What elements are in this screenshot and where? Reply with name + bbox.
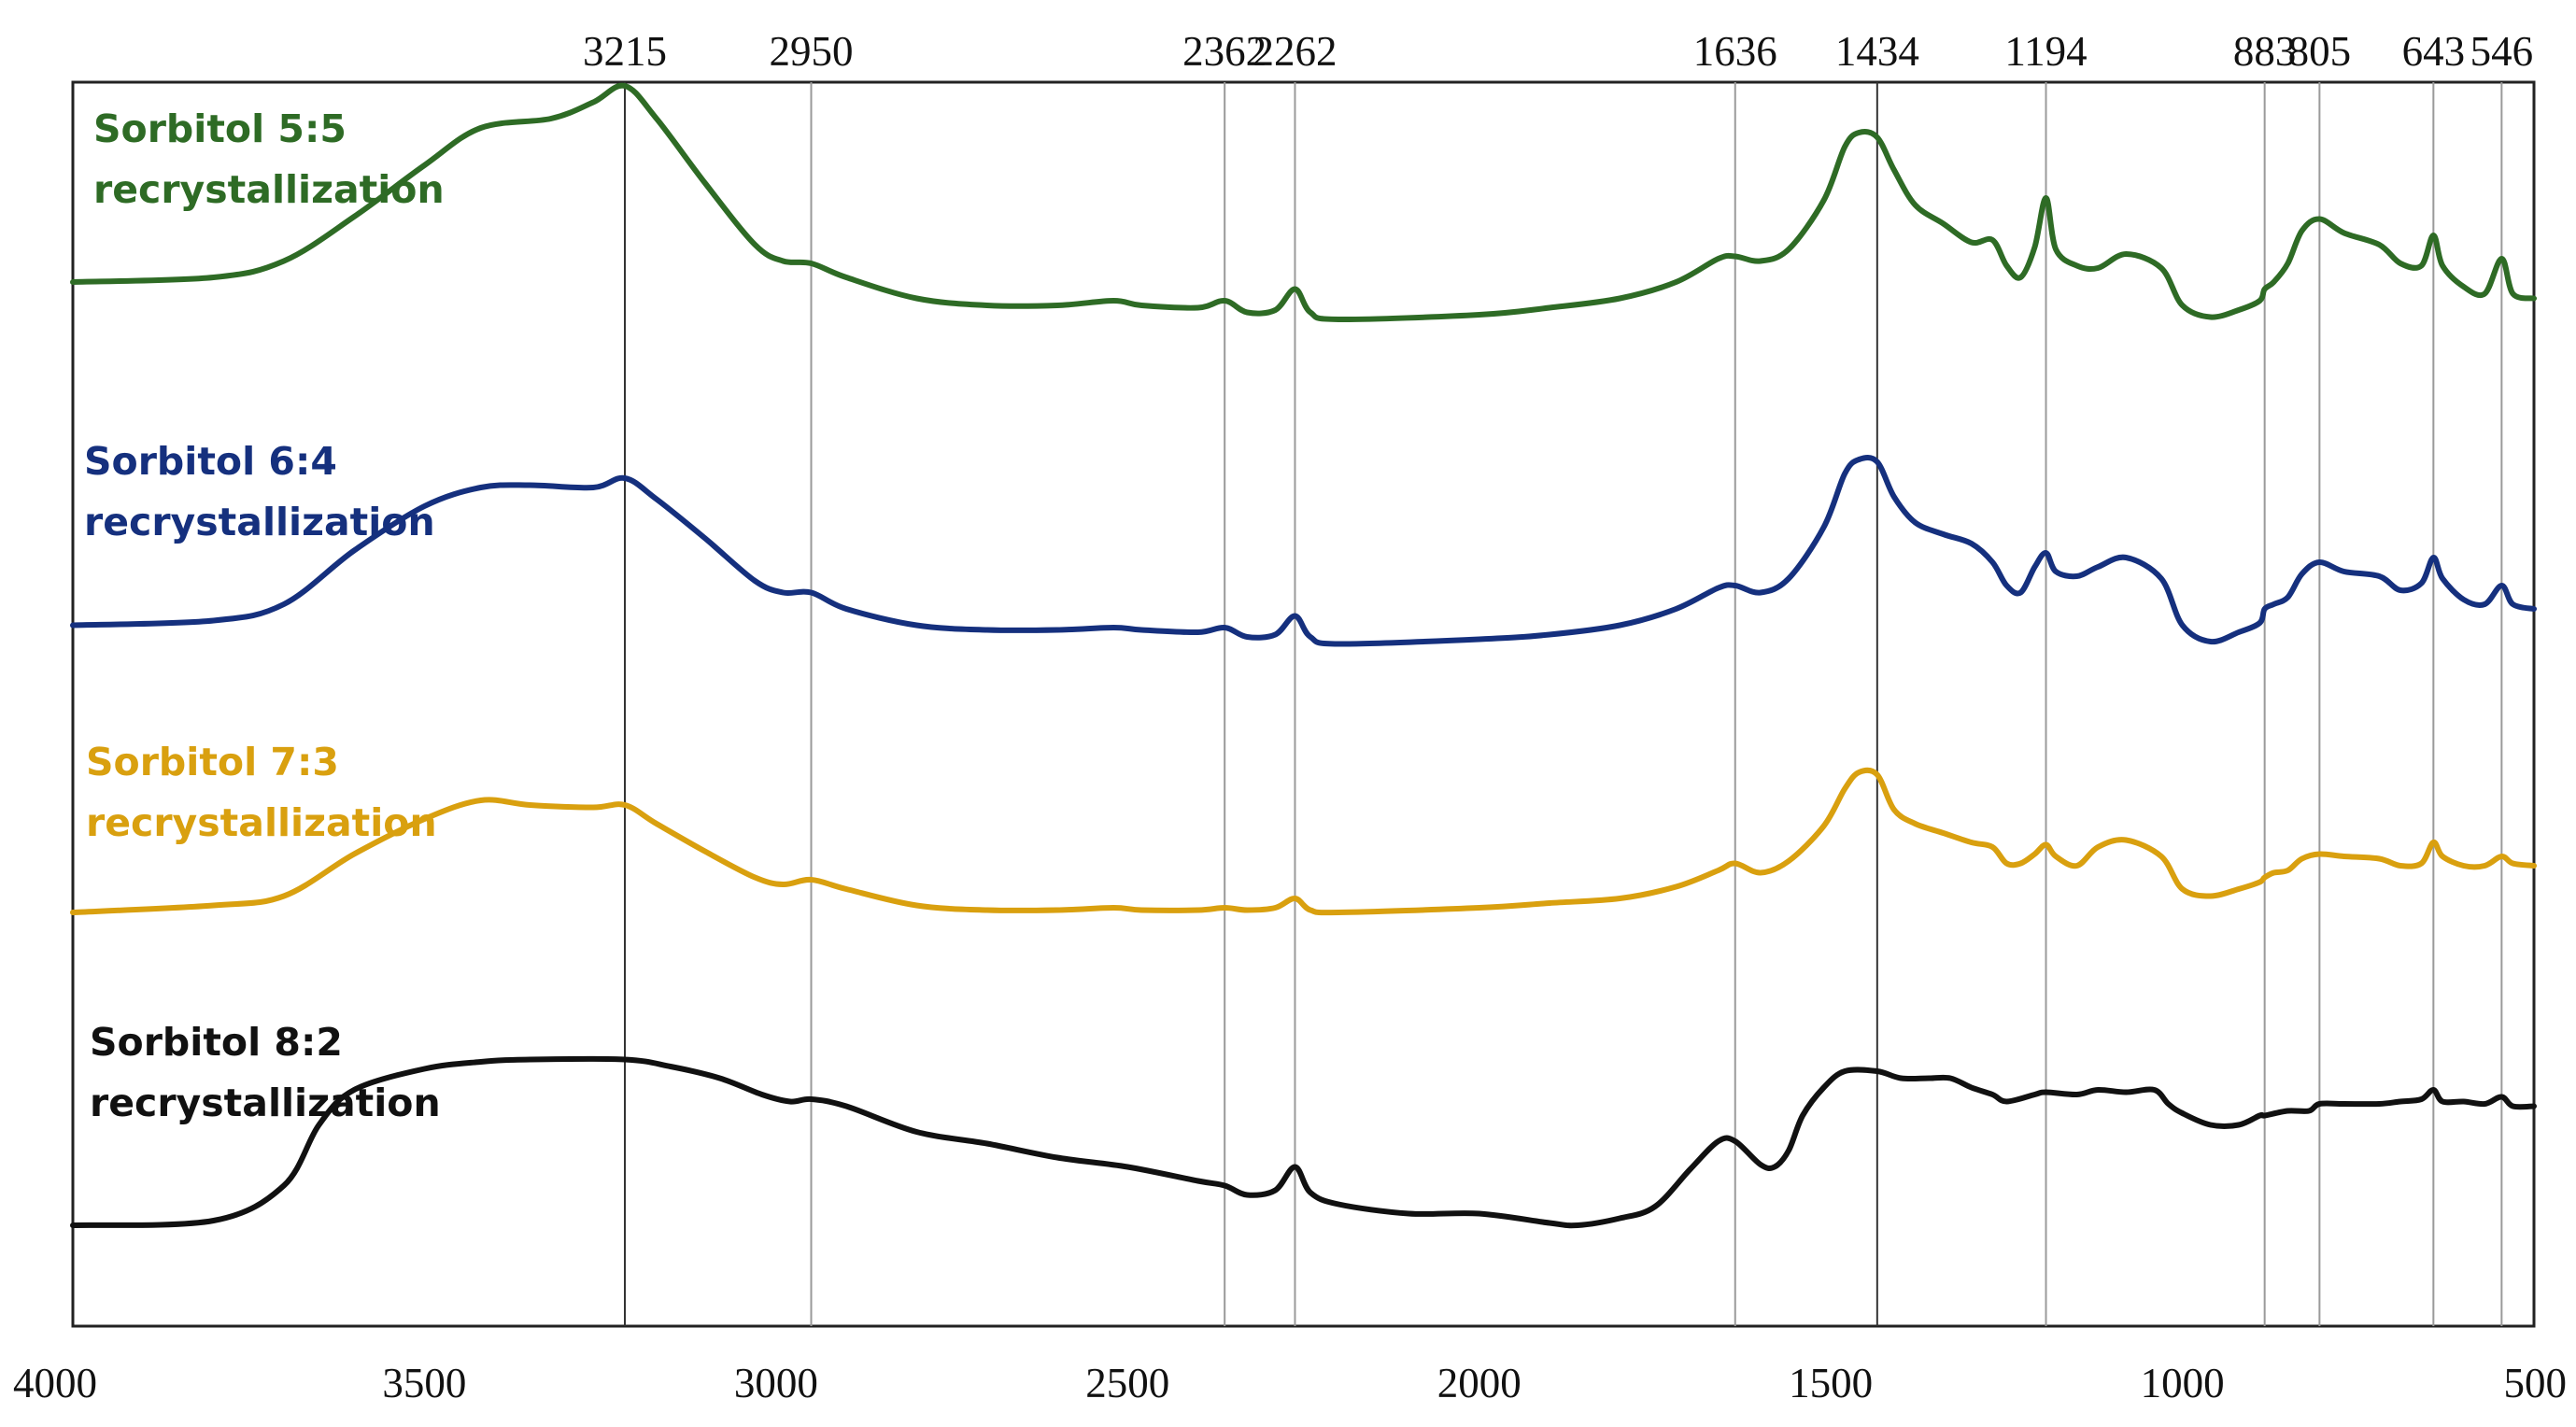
x-tick-label-3000: 3000 [734,1360,818,1406]
x-tick-label-2000: 2000 [1437,1360,1522,1406]
peak-label-1434: 1434 [1835,28,1919,75]
x-axis-tick-labels: 4000 3500 3000 2500 2000 1500 1000 500 [13,1360,2567,1406]
series-label-2-line-2: recrystallization [84,500,435,544]
spectrum-line-4 [70,1055,2537,1229]
peak-label-2262: 2262 [1253,28,1337,75]
x-tick-label-4000: 4000 [13,1360,97,1406]
peak-label-2362: 2362 [1182,28,1267,75]
spectrum-line-1 [70,82,2537,323]
series-labels: Sorbitol 5:5 recrystallization Sorbitol 6:… [84,106,445,1125]
peak-label-1636: 1636 [1693,28,1777,75]
peak-label-546: 546 [2470,28,2534,75]
peak-label-805: 805 [2288,28,2352,75]
series-label-2-line-1: Sorbitol 6:4 [84,439,337,484]
series-label-3-line-2: recrystallization [86,800,437,845]
x-tick-label-3500: 3500 [382,1360,466,1406]
peak-label-883: 883 [2233,28,2297,75]
x-tick-label-1500: 1500 [1789,1360,1873,1406]
x-tick-label-2500: 2500 [1085,1360,1169,1406]
x-tick-label-500: 500 [2504,1360,2568,1406]
x-tick-label-1000: 1000 [2141,1360,2225,1406]
series-label-4-line-2: recrystallization [90,1081,441,1125]
peak-label-3215: 3215 [583,28,667,75]
spectrum-line-3 [70,767,2537,916]
peak-reference-lines [623,82,2503,1326]
spectrum-traces [70,82,2537,1229]
peak-label-1194: 1194 [2004,28,2087,75]
peak-label-643: 643 [2402,28,2466,75]
series-label-1-line-1: Sorbitol 5:5 [93,106,347,151]
spectrum-line-2 [70,454,2537,647]
plot-frame [71,80,2536,1328]
series-label-4-line-1: Sorbitol 8:2 [90,1020,343,1065]
peak-label-2950: 2950 [770,28,854,75]
series-label-1-line-2: recrystallization [93,167,445,212]
series-label-3-line-1: Sorbitol 7:3 [86,740,339,784]
